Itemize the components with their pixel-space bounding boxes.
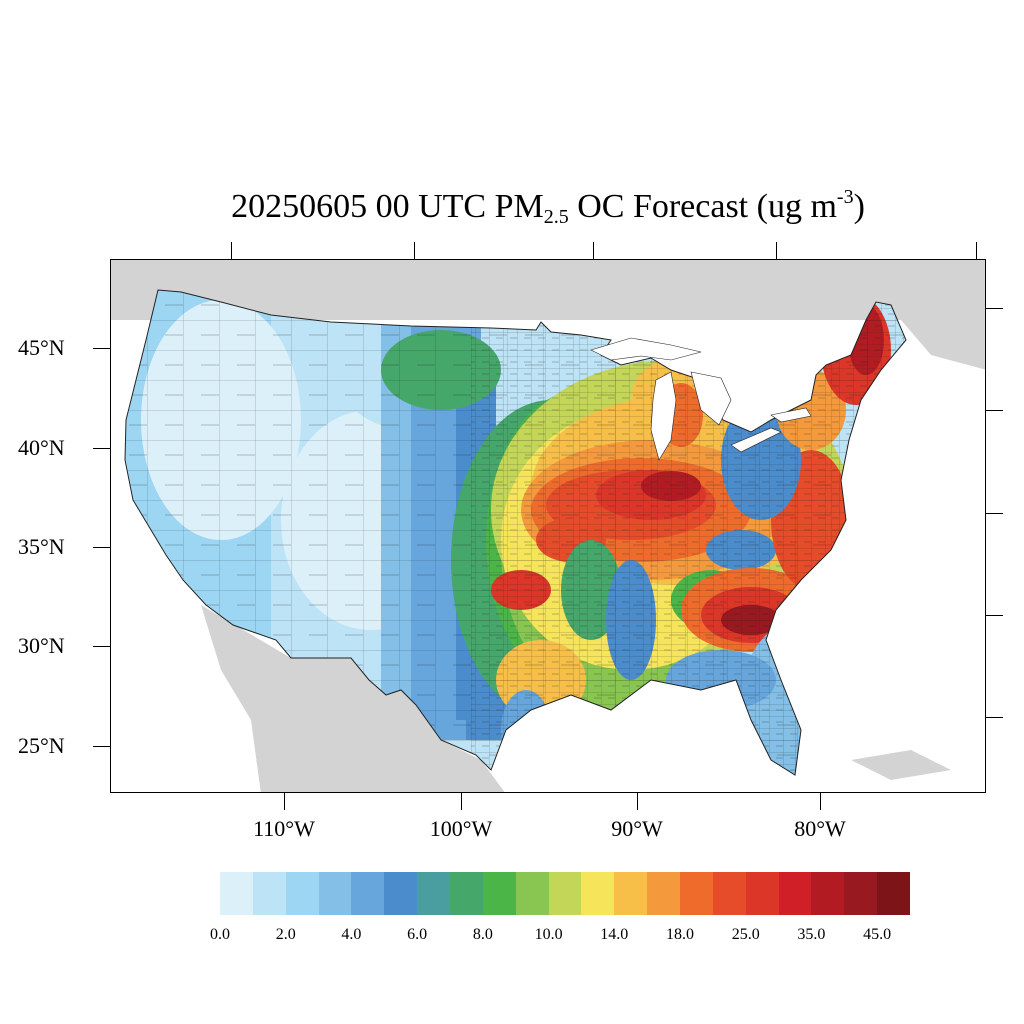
colorbar-swatch xyxy=(614,872,648,915)
colorbar-swatch xyxy=(647,872,681,915)
colorbar-swatch xyxy=(745,872,779,915)
axis-tick xyxy=(93,646,110,647)
colorbar-swatch xyxy=(778,872,812,915)
latitude-label: 30°N xyxy=(18,633,65,658)
colorbar-swatch xyxy=(252,872,286,915)
axis-tick xyxy=(231,242,232,259)
colorbar-tick-label: 6.0 xyxy=(407,926,428,943)
colorbar-labels: 0.0 2.0 4.0 6.0 8.0 10.0 14.0 18.0 25.0 35.0 45.0 xyxy=(210,926,910,948)
colorbar-tick-label: 2.0 xyxy=(275,926,296,943)
lake-superior xyxy=(590,337,702,361)
pm25-oc-map xyxy=(111,260,985,792)
colorbar-swatch xyxy=(680,872,713,915)
axis-tick xyxy=(593,242,594,259)
colorbar-swatch xyxy=(384,872,418,915)
canada-land xyxy=(151,260,985,370)
axis-tick xyxy=(284,793,285,810)
lake-michigan xyxy=(650,371,677,461)
lake-huron xyxy=(690,371,732,426)
colorbar-swatch xyxy=(581,872,615,915)
colorbar-swatch xyxy=(285,872,319,915)
colorbar-swatch xyxy=(712,872,746,915)
axis-tick xyxy=(776,242,777,259)
colorbar-swatch xyxy=(811,872,845,915)
colorbar-tick-label: 4.0 xyxy=(341,926,362,943)
forecast-field xyxy=(125,290,906,775)
axis-tick xyxy=(93,547,110,548)
latitude-label: 35°N xyxy=(18,534,65,559)
colorbar xyxy=(220,872,911,915)
colorbar-swatch xyxy=(482,872,516,915)
colorbar-swatch xyxy=(548,872,582,915)
axis-tick xyxy=(976,242,977,259)
axis-tick xyxy=(637,793,638,810)
axis-tick xyxy=(986,410,1003,411)
latitude-label: 45°N xyxy=(18,335,65,360)
colorbar-swatch xyxy=(318,872,352,915)
colorbar-swatch xyxy=(877,872,911,915)
axis-tick xyxy=(986,615,1003,616)
axis-tick xyxy=(986,513,1003,514)
colorbar-swatch xyxy=(844,872,878,915)
longitude-label: 110°W xyxy=(253,816,315,841)
colorbar-swatch xyxy=(450,872,483,915)
colorbar-tick-label: 35.0 xyxy=(797,926,826,943)
colorbar-swatch xyxy=(351,872,385,915)
latitude-label: 40°N xyxy=(18,435,65,460)
cuba-land xyxy=(851,750,951,780)
axis-tick xyxy=(461,793,462,810)
longitude-label: 90°W xyxy=(611,816,663,841)
lake-ontario xyxy=(770,407,812,423)
colorbar-tick-label: 8.0 xyxy=(472,926,493,943)
map-title: 20250605 00 UTC PM2.5 OC Forecast (ug m-… xyxy=(231,186,865,228)
lake-erie xyxy=(730,427,782,453)
longitude-label: 100°W xyxy=(429,816,493,841)
colorbar-tick-label: 14.0 xyxy=(600,926,629,943)
axis-tick xyxy=(93,448,110,449)
colorbar-swatch xyxy=(417,872,451,915)
map-panel xyxy=(110,259,986,793)
longitude-label: 80°W xyxy=(794,816,846,841)
colorbar-swatch xyxy=(220,872,253,915)
axis-tick xyxy=(93,348,110,349)
colorbar-swatch xyxy=(515,872,549,915)
mexico-land xyxy=(201,605,505,792)
axis-tick xyxy=(986,308,1003,309)
colorbar-tick-label: 25.0 xyxy=(731,926,760,943)
colorbar-tick-label: 10.0 xyxy=(534,926,563,943)
colorbar-tick-label: 0.0 xyxy=(210,926,230,943)
axis-tick xyxy=(986,717,1003,718)
colorbar-tick-label: 45.0 xyxy=(863,926,892,943)
axis-tick xyxy=(414,242,415,259)
axis-tick xyxy=(93,746,110,747)
latitude-label: 25°N xyxy=(18,733,65,758)
colorbar-tick-label: 18.0 xyxy=(666,926,694,943)
axis-tick xyxy=(820,793,821,810)
